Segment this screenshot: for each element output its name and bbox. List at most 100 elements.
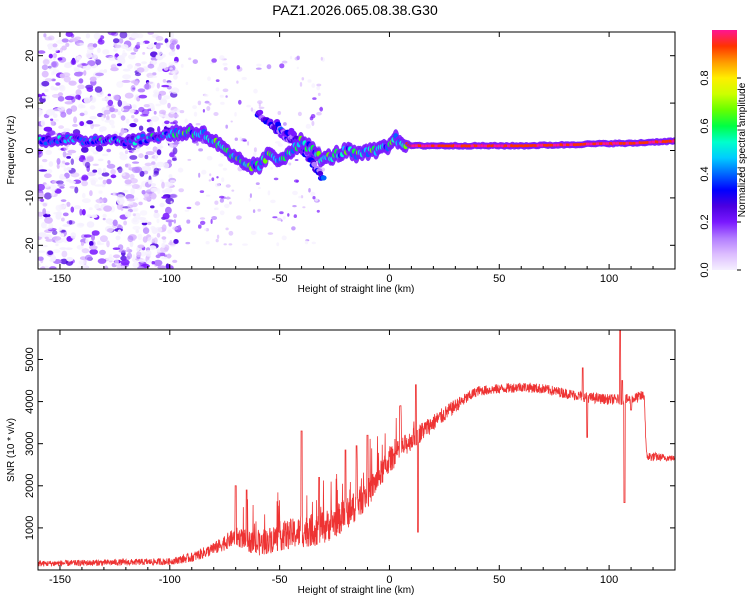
noise-cell	[234, 112, 237, 117]
noise-cell	[124, 183, 134, 187]
x-tick-label: -150	[49, 273, 71, 285]
noise-cell	[77, 64, 83, 68]
noise-cell	[277, 111, 282, 115]
noise-cell	[140, 219, 149, 223]
noise-cell	[255, 67, 262, 70]
noise-cell	[156, 232, 161, 238]
noise-cell	[169, 179, 176, 183]
noise-cell	[66, 156, 71, 159]
noise-cell	[102, 49, 110, 55]
noise-cell	[65, 42, 70, 48]
noise-cell	[120, 259, 130, 266]
noise-cell	[171, 40, 177, 45]
noise-cell	[77, 84, 85, 90]
noise-cell	[95, 198, 105, 204]
noise-cell	[128, 126, 133, 131]
noise-cell	[142, 236, 148, 243]
noise-cell	[66, 108, 73, 115]
noise-cell	[60, 258, 69, 265]
noise-cell	[128, 201, 134, 205]
snr-line	[38, 330, 675, 567]
noise-cell	[89, 105, 96, 110]
noise-cell	[59, 47, 63, 53]
noise-cell	[298, 195, 302, 199]
noise-cell	[207, 76, 211, 81]
noise-cell	[187, 158, 192, 161]
ridge-peak	[569, 143, 573, 146]
ridge-peak	[645, 141, 649, 144]
noise-cell	[70, 158, 75, 165]
noise-cell	[272, 216, 278, 219]
noise-cell	[129, 108, 135, 114]
noise-cell	[172, 147, 178, 155]
noise-cell	[225, 124, 228, 129]
ridge-peak	[622, 142, 626, 145]
noise-cell	[109, 107, 115, 113]
noise-cell	[68, 220, 73, 225]
noise-cell	[293, 214, 297, 219]
noise-cell	[316, 85, 321, 91]
noise-cell	[59, 247, 66, 250]
x-tick-label: 0	[386, 273, 392, 285]
noise-cell	[311, 83, 316, 88]
noise-cell	[89, 96, 97, 103]
noise-cell	[92, 169, 98, 173]
noise-cell	[132, 225, 141, 230]
noise-cell	[110, 174, 117, 179]
noise-cell	[129, 173, 135, 180]
ridge-peak	[536, 144, 540, 147]
noise-cell	[131, 166, 141, 174]
noise-cell	[138, 153, 144, 159]
ridge-peak	[451, 144, 454, 148]
noise-cell	[78, 103, 84, 109]
noise-cell	[41, 64, 49, 71]
noise-cell	[64, 162, 70, 166]
noise-cell	[145, 249, 152, 257]
colorbar-ticks: 0.0 0.2 0.4 0.6 0.8	[699, 70, 741, 278]
noise-cell	[85, 52, 93, 59]
noise-cell	[156, 161, 165, 168]
noise-cell	[155, 103, 162, 107]
noise-cell	[142, 227, 150, 235]
noise-cell	[63, 203, 67, 208]
noise-cell	[161, 242, 166, 249]
noise-cell	[52, 53, 58, 59]
noise-cell	[113, 254, 121, 259]
noise-cell	[60, 111, 67, 118]
noise-cell	[197, 100, 202, 106]
noise-cell	[102, 167, 107, 173]
noise-cell	[129, 155, 138, 160]
noise-cell	[40, 120, 46, 127]
noise-cell	[117, 166, 123, 174]
noise-cell	[80, 241, 85, 246]
noise-cell	[38, 250, 46, 253]
noise-cell	[216, 234, 220, 239]
noise-cell	[57, 96, 65, 102]
noise-cell	[66, 152, 72, 156]
noise-cell	[169, 182, 174, 187]
noise-cell	[112, 191, 116, 196]
noise-cell	[160, 179, 164, 183]
noise-cell	[110, 169, 116, 175]
noise-cell	[134, 72, 142, 77]
noise-cell	[115, 235, 121, 241]
noise-cell	[53, 113, 58, 118]
band-cell	[257, 109, 264, 115]
noise-cell	[154, 209, 159, 213]
noise-cell	[148, 245, 157, 251]
noise-cell	[138, 258, 146, 263]
noise-cell	[173, 213, 178, 219]
noise-cell	[150, 205, 155, 209]
spectrogram-ylabel: Frequency (Hz)	[6, 116, 17, 185]
noise-cell	[45, 226, 53, 230]
ridge-peak	[635, 141, 639, 145]
noise-cell	[102, 217, 106, 221]
noise-cell	[40, 266, 46, 269]
noise-cell	[56, 211, 62, 217]
noise-cell	[83, 70, 87, 76]
noise-cell	[147, 221, 152, 226]
noise-cell	[101, 172, 110, 177]
ridge-peak	[658, 140, 662, 143]
noise-cell	[122, 74, 131, 80]
ridge-peak	[424, 144, 428, 148]
